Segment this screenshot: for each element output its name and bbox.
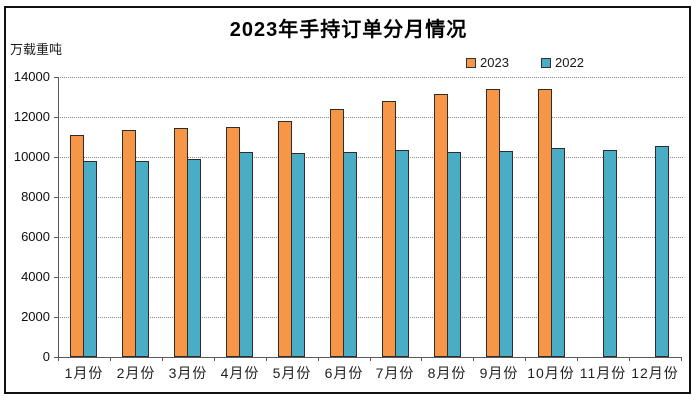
bar-2022-9月份 [499, 151, 513, 357]
x-axis-tickmark [681, 357, 682, 361]
bar-2023-3月份 [174, 128, 188, 357]
y-tick-label: 4000 [21, 269, 50, 284]
bar-2023-5月份 [278, 121, 292, 357]
bar-2022-3月份 [187, 159, 201, 357]
x-axis-tickmark [577, 357, 578, 361]
bar-2023-7月份 [382, 101, 396, 357]
y-tick-label: 8000 [21, 189, 50, 204]
chart-title: 2023年手持订单分月情况 [229, 19, 468, 41]
x-tick-label: 2月份 [116, 365, 156, 381]
x-tick-label: 5月份 [272, 365, 312, 381]
bar-2023-4月份 [226, 127, 240, 357]
y-axis-unit-label: 万载重吨 [10, 42, 63, 57]
y-tick-label: 0 [42, 349, 50, 364]
gridline-4000 [58, 277, 683, 278]
y-axis-tickmark [54, 117, 58, 118]
y-axis-tickmark [54, 77, 58, 78]
x-tick-label: 8月份 [427, 365, 467, 381]
y-tick-label: 12000 [13, 109, 50, 124]
y-axis-tickmark [54, 357, 58, 358]
y-tick-label: 10000 [13, 149, 50, 164]
bar-2022-12月份 [655, 146, 669, 357]
legend-label-2022: 2022 [555, 55, 584, 70]
bar-2022-10月份 [551, 148, 565, 357]
bar-2022-5月份 [291, 153, 305, 357]
legend-swatch-2023-icon [466, 57, 476, 68]
x-axis-tickmark [110, 357, 111, 361]
legend-item-2022: 2022 [541, 55, 584, 70]
x-tick-label: 7月份 [375, 365, 415, 381]
y-tick-label: 6000 [21, 229, 50, 244]
x-tick-label: 4月份 [220, 365, 260, 381]
bar-2022-1月份 [83, 161, 97, 357]
y-tick-label: 14000 [13, 69, 50, 84]
x-axis-tickmark [421, 357, 422, 361]
y-tick-label: 2000 [21, 309, 50, 324]
gridline-10000 [58, 157, 683, 158]
bar-2023-10月份 [538, 89, 552, 357]
bar-2022-7月份 [395, 150, 409, 357]
x-axis-tickmark [318, 357, 319, 361]
x-axis-line [58, 357, 681, 358]
x-axis-tickmark [214, 357, 215, 361]
bar-2022-11月份 [603, 150, 617, 357]
y-axis-tickmark [54, 237, 58, 238]
bar-2022-2月份 [135, 161, 149, 357]
y-axis-tickmark [54, 197, 58, 198]
legend-label-2023: 2023 [480, 55, 509, 70]
x-tick-label: 1月份 [64, 365, 104, 381]
bar-2023-2月份 [122, 130, 136, 357]
bar-2023-9月份 [486, 89, 500, 357]
x-axis-tickmark [473, 357, 474, 361]
bar-2022-6月份 [343, 152, 357, 357]
x-tick-label: 12月份 [631, 365, 679, 381]
x-axis-tickmark [58, 357, 59, 361]
bar-2023-6月份 [330, 109, 344, 357]
gridline-12000 [58, 117, 683, 118]
x-axis-tickmark [162, 357, 163, 361]
x-axis-tickmark [525, 357, 526, 361]
gridline-14000 [58, 77, 683, 78]
x-tick-label: 10月份 [527, 365, 575, 381]
bar-2022-8月份 [447, 152, 461, 357]
bar-2023-1月份 [70, 135, 84, 357]
bar-2022-4月份 [239, 152, 253, 357]
gridline-2000 [58, 317, 683, 318]
x-tick-label: 6月份 [324, 365, 364, 381]
y-axis-tickmark [54, 317, 58, 318]
gridline-8000 [58, 197, 683, 198]
legend-swatch-2022-icon [541, 57, 551, 68]
legend-item-2023: 2023 [466, 55, 509, 70]
y-axis-line [58, 77, 59, 357]
x-axis-tickmark [266, 357, 267, 361]
x-axis-tickmark [370, 357, 371, 361]
x-tick-label: 9月份 [479, 365, 519, 381]
x-tick-label: 11月份 [579, 365, 627, 381]
bar-2023-8月份 [434, 94, 448, 357]
x-tick-label: 3月份 [168, 365, 208, 381]
y-axis-tickmark [54, 157, 58, 158]
y-axis-tickmark [54, 277, 58, 278]
x-axis-tickmark [629, 357, 630, 361]
gridline-6000 [58, 237, 683, 238]
